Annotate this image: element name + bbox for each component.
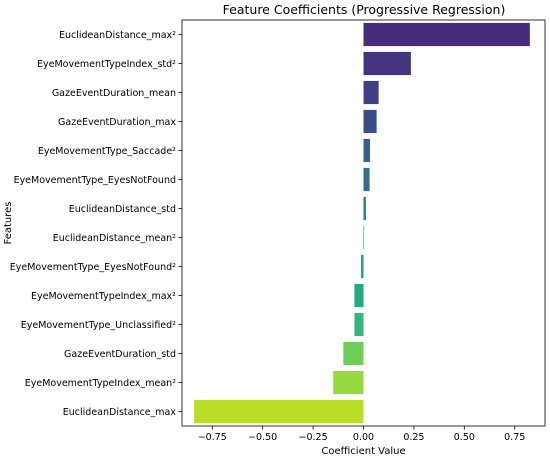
bars — [194, 22, 530, 424]
y-tick-label: EuclideanDistance_std — [69, 204, 176, 215]
y-tick-label: EyeMovementType_Saccade² — [38, 146, 176, 157]
y-tick-label: EyeMovementTypeIndex_max² — [31, 291, 176, 302]
bar — [194, 399, 364, 424]
y-tick-label: EyeMovementType_Unclassified² — [21, 320, 176, 331]
y-tick-label: EuclideanDistance_max² — [59, 30, 176, 41]
plot-frame — [181, 19, 546, 427]
bar — [354, 312, 364, 337]
bar — [363, 109, 377, 134]
y-axis-label: Features — [3, 202, 14, 245]
bar — [363, 22, 530, 47]
x-tick-label: 0.50 — [454, 432, 475, 443]
y-tick-label: EuclideanDistance_mean² — [53, 233, 176, 244]
bar — [363, 80, 379, 105]
x-tick-label: 0.00 — [353, 432, 374, 443]
x-tick-label: −0.25 — [299, 432, 328, 443]
bar — [363, 51, 411, 76]
y-tick-label: GazeEventDuration_mean — [52, 88, 176, 99]
bar — [363, 196, 366, 221]
x-axis-ticks: −0.75 −0.50 −0.25 0.00 0.25 0.50 0.75 — [198, 426, 525, 443]
y-tick-label: EyeMovementType_EyesNotFound² — [10, 262, 176, 273]
y-tick-label: EyeMovementTypeIndex_mean² — [25, 378, 176, 389]
x-tick-label: −0.50 — [248, 432, 277, 443]
x-tick-label: 0.75 — [504, 432, 525, 443]
x-tick-label: 0.25 — [403, 432, 424, 443]
bar — [361, 254, 364, 279]
bar — [343, 341, 364, 366]
bar — [333, 370, 364, 395]
y-tick-label: EyeMovementType_EyesNotFound — [14, 175, 176, 186]
y-tick-label: EyeMovementTypeIndex_std² — [37, 59, 176, 70]
y-tick-label: EuclideanDistance_max — [63, 407, 177, 418]
y-tick-label: GazeEventDuration_max — [58, 117, 176, 128]
y-tick-label: GazeEventDuration_std — [64, 349, 176, 360]
x-axis-label: Coefficient Value — [321, 446, 405, 457]
bar — [354, 283, 364, 308]
x-tick-label: −0.75 — [198, 432, 227, 443]
bar — [363, 167, 370, 192]
chart-title: Feature Coefficients (Progressive Regres… — [223, 2, 506, 17]
bar — [363, 225, 365, 250]
y-axis-ticks: EuclideanDistance_max² EyeMovementTypeInd… — [10, 30, 182, 418]
bar — [363, 138, 370, 163]
